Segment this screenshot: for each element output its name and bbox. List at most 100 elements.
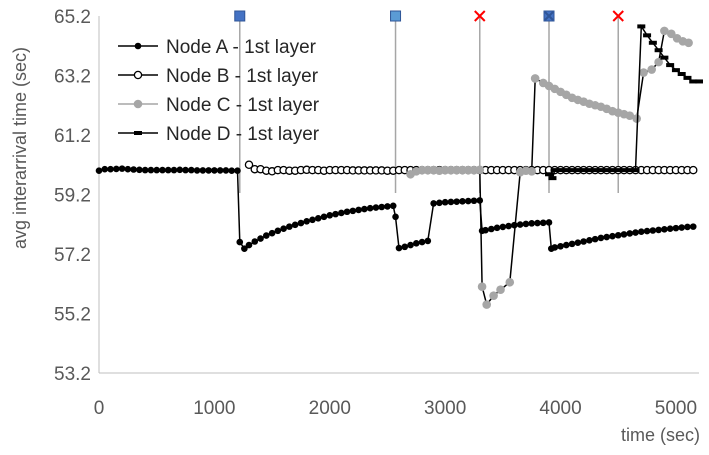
data-point (631, 168, 640, 173)
data-point (608, 168, 617, 173)
data-point (672, 224, 680, 232)
data-point (551, 244, 559, 251)
data-point (654, 48, 663, 53)
data-point (562, 168, 571, 173)
data-point (170, 166, 178, 174)
data-point (574, 239, 582, 246)
data-point (655, 226, 662, 234)
data-point (263, 232, 270, 239)
x-tick-label: 1000 (193, 398, 235, 419)
data-point (349, 207, 357, 215)
data-point (609, 232, 616, 240)
data-point (620, 168, 628, 173)
data-point (530, 74, 540, 83)
event-markers (234, 10, 624, 193)
data-point (649, 227, 657, 234)
data-point (695, 79, 703, 84)
data-point (389, 202, 397, 210)
x-tick-label: 5000 (655, 398, 697, 419)
series-group (95, 24, 703, 309)
data-point (579, 168, 588, 173)
data-point (568, 240, 576, 248)
data-point (124, 165, 132, 173)
data-point (326, 212, 334, 219)
y-tick-labels: 53.2 55.2 57.2 59.2 61.2 63.2 65.2 (54, 7, 91, 385)
data-point (573, 168, 582, 173)
data-point (251, 238, 259, 245)
data-point (493, 224, 501, 232)
data-point (141, 166, 149, 174)
series-3 (406, 26, 693, 309)
data-point (661, 226, 668, 233)
data-point (164, 166, 172, 174)
data-point (291, 221, 299, 229)
data-point (666, 63, 675, 68)
legend-item: Node B - 1st layer (118, 66, 319, 87)
data-point (395, 244, 403, 252)
data-point (355, 206, 362, 214)
y-axis-title: avg interarrival time (sec) (10, 47, 30, 249)
data-point (482, 300, 491, 309)
data-point (614, 168, 623, 173)
data-point (666, 225, 674, 233)
data-point (134, 42, 142, 50)
data-point (193, 167, 201, 174)
data-point (671, 68, 680, 73)
data-point (534, 219, 541, 227)
data-point (361, 205, 368, 213)
data-point (392, 213, 399, 221)
data-point (447, 198, 455, 206)
data-point (638, 228, 645, 235)
data-point (475, 165, 485, 175)
data-point (678, 224, 685, 231)
data-point (470, 197, 478, 205)
data-point (236, 238, 244, 246)
data-point (274, 227, 282, 235)
data-point (648, 40, 657, 45)
x-tick-label: 4000 (539, 398, 581, 419)
data-point (597, 234, 605, 242)
data-point (228, 167, 235, 174)
data-point (244, 160, 254, 169)
data-point (314, 215, 322, 222)
data-point (182, 166, 189, 174)
data-point (632, 114, 641, 123)
y-tick-label: 63.2 (54, 67, 91, 88)
data-point (459, 198, 466, 205)
data-point (332, 210, 339, 218)
data-point (620, 231, 628, 238)
data-point (625, 168, 634, 173)
data-point (654, 57, 663, 67)
data-point (488, 225, 495, 233)
data-point (482, 226, 489, 234)
data-point (372, 204, 380, 211)
series-line (548, 24, 699, 180)
series-4 (545, 24, 703, 181)
data-point (684, 223, 691, 231)
data-point (596, 168, 605, 173)
data-point (441, 198, 449, 206)
data-point (602, 168, 611, 173)
data-point (528, 220, 535, 227)
legend-label: Node B - 1st layer (166, 66, 319, 87)
data-point (614, 231, 622, 239)
data-point (689, 79, 698, 84)
data-point (176, 166, 184, 174)
data-point (211, 167, 218, 174)
data-point (136, 166, 143, 174)
data-point (545, 172, 553, 177)
data-point (539, 219, 547, 227)
data-point (550, 168, 559, 173)
data-point (133, 99, 143, 109)
data-point (424, 237, 432, 245)
event-square-marker (234, 10, 246, 22)
data-point (637, 24, 646, 29)
data-point (684, 38, 693, 48)
data-point (557, 242, 564, 250)
data-point (677, 72, 686, 77)
data-point (545, 219, 553, 226)
data-point (280, 225, 287, 233)
legend-item: Node D - 1st layer (118, 124, 320, 145)
data-point (134, 131, 142, 135)
